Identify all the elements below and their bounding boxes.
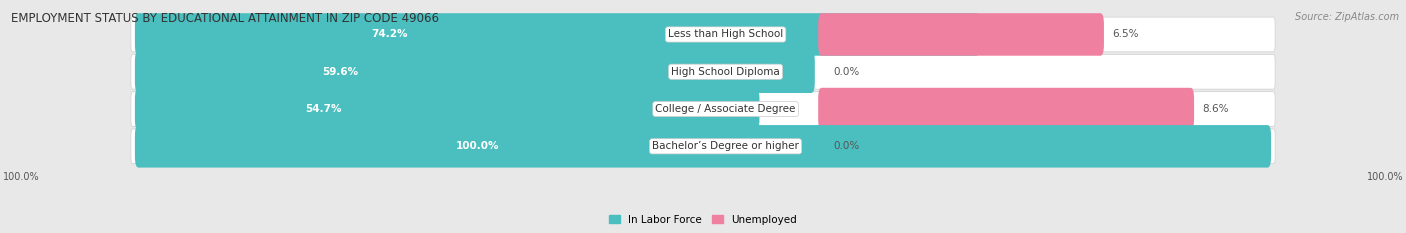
FancyBboxPatch shape (131, 55, 1275, 89)
Text: 59.6%: 59.6% (322, 67, 359, 77)
FancyBboxPatch shape (135, 51, 815, 93)
Text: EMPLOYMENT STATUS BY EDUCATIONAL ATTAINMENT IN ZIP CODE 49066: EMPLOYMENT STATUS BY EDUCATIONAL ATTAINM… (11, 12, 439, 25)
FancyBboxPatch shape (135, 13, 980, 56)
Legend: In Labor Force, Unemployed: In Labor Force, Unemployed (605, 211, 801, 229)
Text: High School Diploma: High School Diploma (671, 67, 780, 77)
Text: Source: ZipAtlas.com: Source: ZipAtlas.com (1295, 12, 1399, 22)
Text: 100.0%: 100.0% (1367, 172, 1403, 182)
FancyBboxPatch shape (131, 17, 1275, 52)
Text: 100.0%: 100.0% (3, 172, 39, 182)
FancyBboxPatch shape (818, 13, 1104, 56)
Text: Less than High School: Less than High School (668, 29, 783, 39)
Text: 6.5%: 6.5% (1112, 29, 1139, 39)
Text: 0.0%: 0.0% (832, 67, 859, 77)
FancyBboxPatch shape (818, 88, 1194, 130)
FancyBboxPatch shape (135, 88, 759, 130)
Text: College / Associate Degree: College / Associate Degree (655, 104, 796, 114)
FancyBboxPatch shape (131, 129, 1275, 164)
Text: Bachelor’s Degree or higher: Bachelor’s Degree or higher (652, 141, 799, 151)
FancyBboxPatch shape (135, 125, 1271, 168)
Text: 100.0%: 100.0% (456, 141, 499, 151)
Text: 74.2%: 74.2% (371, 29, 408, 39)
Text: 54.7%: 54.7% (305, 104, 342, 114)
Text: 8.6%: 8.6% (1202, 104, 1229, 114)
FancyBboxPatch shape (131, 92, 1275, 126)
Text: 0.0%: 0.0% (832, 141, 859, 151)
